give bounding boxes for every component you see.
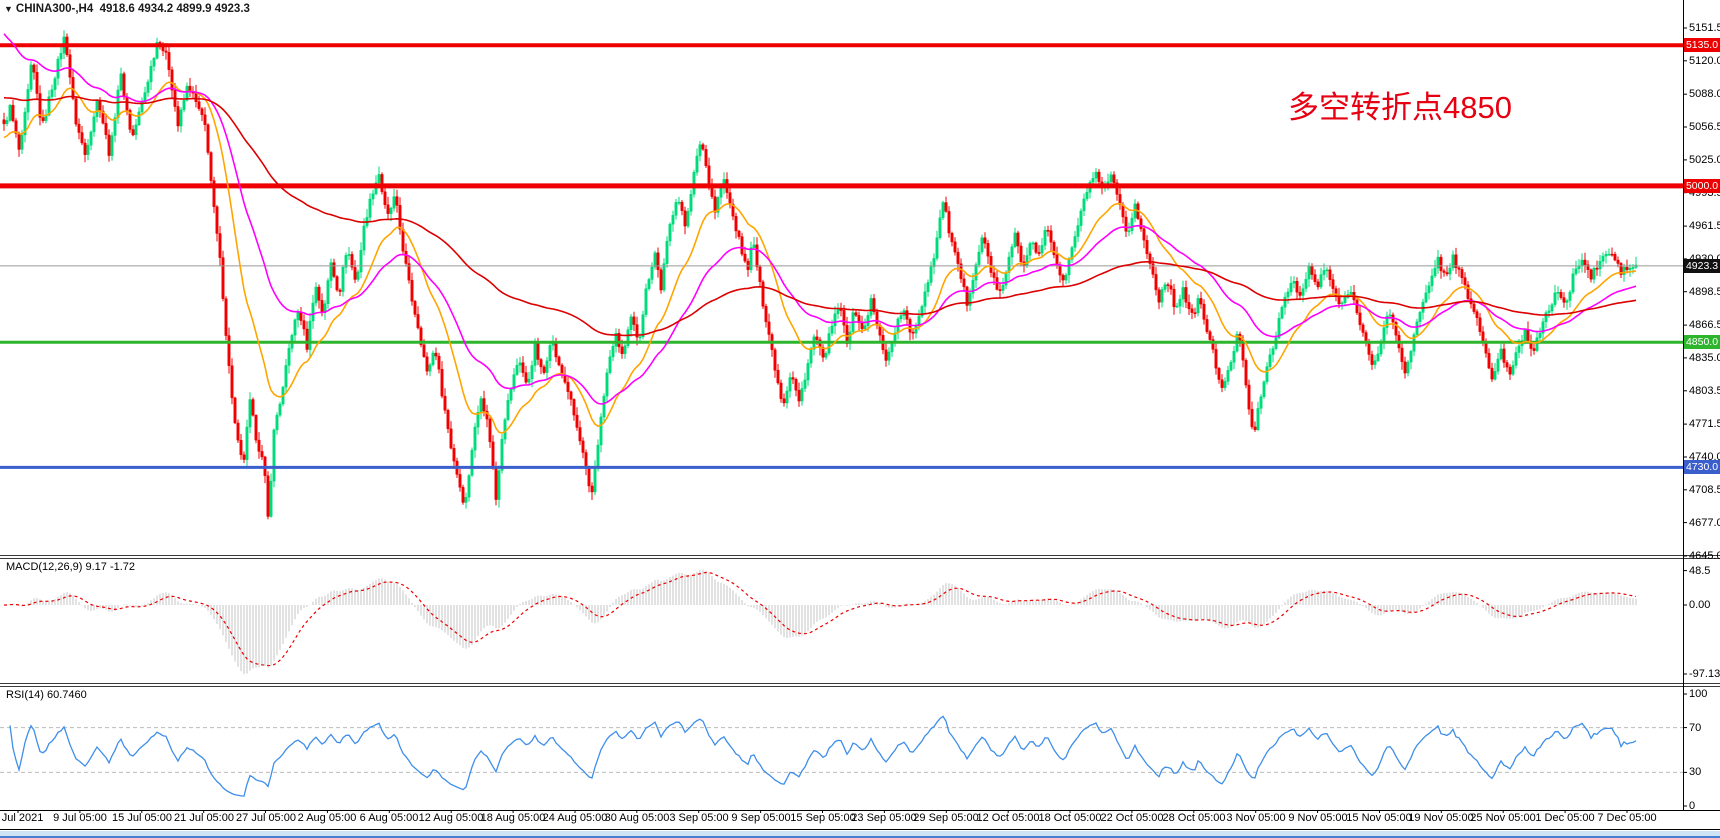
y-axis-tick-label: 5120.0 [1689, 55, 1720, 67]
x-axis-tick-label: 30 Aug 05:00 [604, 812, 670, 824]
y-axis-tick-label: 5056.5 [1689, 121, 1720, 133]
macd-scale-label: -97.13 [1689, 668, 1720, 680]
x-axis-tick-label: 3 Sep 05:00 [669, 812, 729, 824]
x-axis-tick-label: 28 Oct 05:00 [1162, 812, 1226, 824]
macd-scale-label: 48.5 [1689, 565, 1711, 577]
x-axis-tick-label: 23 Sep 05:00 [851, 812, 917, 824]
x-axis-tick-label: 3 Nov 05:00 [1226, 812, 1286, 824]
chart-title: ▼ CHINA300-,H4 4918.6 4934.2 4899.9 4923.… [4, 3, 250, 15]
y-axis-tick-label: 4708.5 [1689, 484, 1720, 496]
ohlc-values: 4918.6 4934.2 4899.9 4923.3 [99, 3, 250, 15]
price-level-badge-5135[interactable]: 5135.0 [1684, 38, 1720, 52]
price-level-badge-5000[interactable]: 5000.0 [1684, 179, 1720, 193]
rsi-scale-label: 100 [1689, 688, 1708, 700]
symbol-dropdown-icon[interactable]: ▼ [4, 4, 13, 14]
x-axis-tick-label: 12 Aug 05:00 [418, 812, 484, 824]
x-axis-tick-label: 15 Jul 05:00 [112, 812, 172, 824]
macd-values: 9.17 -1.72 [85, 561, 136, 573]
x-axis-tick-label: 15 Sep 05:00 [790, 812, 856, 824]
x-axis-tick-label: 5 Jul 2021 [0, 812, 44, 824]
macd-name: MACD(12,26,9) [6, 561, 83, 573]
macd-indicator-label: MACD(12,26,9) 9.17 -1.72 [6, 561, 135, 573]
y-axis-tick-label: 4898.5 [1689, 286, 1720, 298]
price-level-badge-4850[interactable]: 4850.0 [1684, 335, 1720, 349]
bottom-panel-edge [0, 836, 1720, 838]
y-axis-tick-label: 4866.5 [1689, 319, 1720, 331]
x-axis-tick-label: 1 Dec 05:00 [1535, 812, 1595, 824]
x-axis-tick-label: 22 Oct 05:00 [1100, 812, 1164, 824]
x-axis-tick-label: 18 Oct 05:00 [1038, 812, 1102, 824]
x-axis-tick-label: 9 Sep 05:00 [731, 812, 791, 824]
x-axis-tick-label: 25 Nov 05:00 [1470, 812, 1536, 824]
x-axis-tick-label: 18 Aug 05:00 [480, 812, 546, 824]
x-axis-tick-label: 27 Jul 05:00 [236, 812, 296, 824]
x-axis-tick-label: 24 Aug 05:00 [542, 812, 608, 824]
y-axis-tick-label: 4771.5 [1689, 418, 1720, 430]
x-axis-tick-label: 12 Oct 05:00 [976, 812, 1040, 824]
y-axis-tick-label: 5025.0 [1689, 154, 1720, 166]
annotation-text[interactable]: 多空转折点4850 [1288, 90, 1512, 125]
x-axis-tick-label: 15 Nov 05:00 [1346, 812, 1412, 824]
price-level-badge-4730[interactable]: 4730.0 [1684, 460, 1720, 474]
y-axis-tick-label: 5088.0 [1689, 88, 1720, 100]
x-axis-tick-label: 19 Nov 05:00 [1408, 812, 1474, 824]
current-price-badge: 4923.3 [1684, 259, 1720, 273]
macd-scale-label: 0.00 [1689, 599, 1711, 611]
x-axis-tick-label: 29 Sep 05:00 [913, 812, 979, 824]
y-axis-tick-label: 4677.0 [1689, 517, 1720, 529]
rsi-scale-label: 70 [1689, 722, 1702, 734]
y-axis-tick-label: 4645.0 [1689, 550, 1720, 562]
y-axis-tick-label: 5151.5 [1689, 22, 1720, 34]
symbol-label: CHINA300-,H4 [15, 3, 94, 15]
y-axis-tick-label: 4803.5 [1689, 385, 1720, 397]
rsi-indicator-label: RSI(14) 60.7460 [6, 689, 87, 701]
bottom-panel-strip [0, 831, 1720, 836]
x-axis-tick-label: 21 Jul 05:00 [174, 812, 234, 824]
rsi-scale-label: 0 [1689, 800, 1696, 812]
rsi-name: RSI(14) [6, 689, 44, 701]
rsi-scale-label: 30 [1689, 766, 1702, 778]
x-axis-tick-label: 7 Dec 05:00 [1597, 812, 1657, 824]
x-axis-tick-label: 2 Aug 05:00 [297, 812, 357, 824]
x-axis-tick-label: 9 Jul 05:00 [53, 812, 107, 824]
rsi-value: 60.7460 [46, 689, 87, 701]
x-axis-tick-label: 9 Nov 05:00 [1288, 812, 1348, 824]
y-axis-tick-label: 4961.5 [1689, 220, 1720, 232]
y-axis-tick-label: 4835.0 [1689, 352, 1720, 364]
x-axis-tick-label: 6 Aug 05:00 [359, 812, 419, 824]
window-divider [0, 829, 1720, 830]
